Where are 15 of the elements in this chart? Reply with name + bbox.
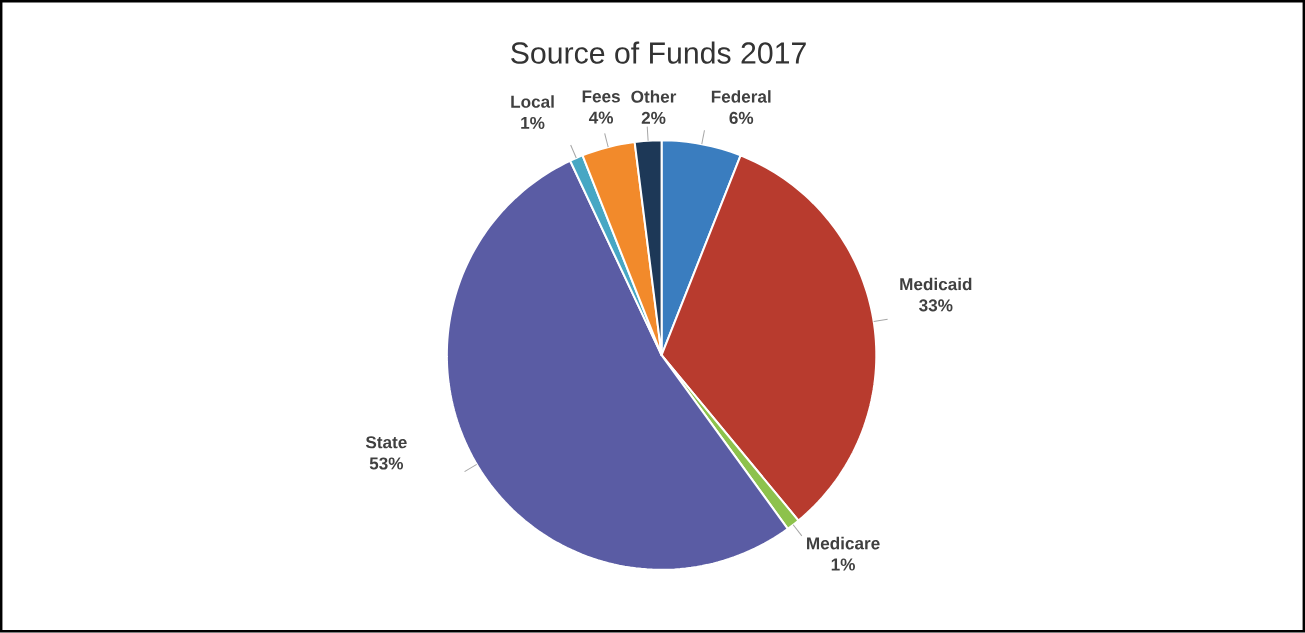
data-label: 1% (831, 558, 855, 571)
chart-title: Source of Funds 2017 (511, 41, 806, 64)
slice-label: Fees (582, 90, 620, 103)
slice-label: Medicare (807, 537, 880, 550)
data-label: 33% (919, 299, 953, 312)
slice-label: Other (631, 90, 677, 104)
data-label: 4% (588, 111, 614, 124)
slice-label: State (365, 436, 407, 449)
data-label: 6% (729, 112, 754, 125)
slice-label: Federal (711, 90, 771, 103)
data-label: 53% (369, 457, 404, 470)
data-label: 2% (641, 112, 666, 125)
data-label: 1% (521, 117, 545, 130)
slice-label: Medicaid (900, 277, 972, 291)
slice-label: Local (511, 95, 554, 109)
